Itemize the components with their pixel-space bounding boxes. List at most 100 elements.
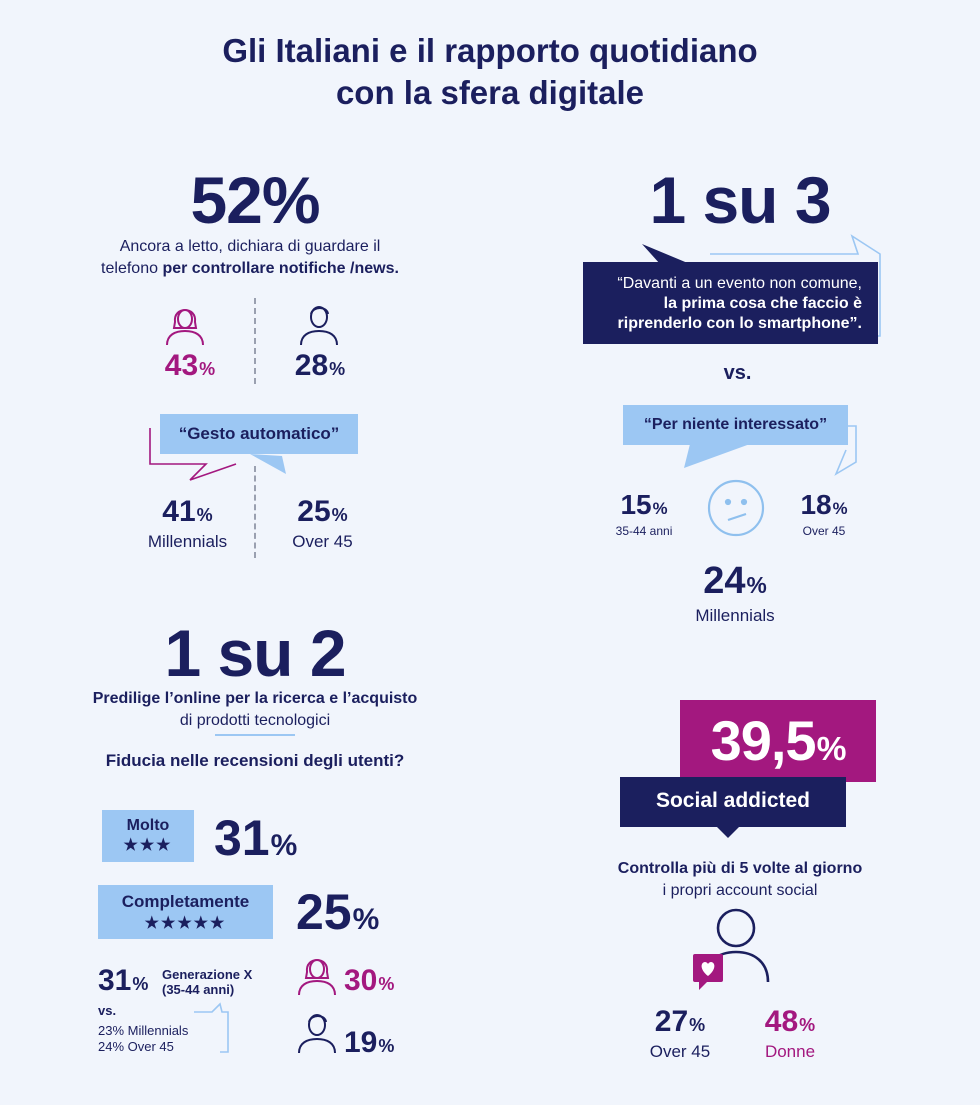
s3-comp-value: 25	[296, 884, 352, 940]
s1-description: Ancora a letto, dichiara di guardare il …	[80, 236, 420, 280]
s3-women-sym: %	[378, 974, 395, 994]
s2-age-35-44: 15% 35-44 anni	[608, 489, 680, 539]
page-title: Gli Italiani e il rapporto quotidiano co…	[0, 30, 980, 114]
s3-genx-value: 31	[98, 964, 132, 997]
s3-comp-box: Completamente ★★★★★	[98, 885, 273, 939]
s1-over-sym: %	[331, 505, 348, 525]
s2-millennials: 24% Millennials	[680, 560, 790, 626]
s3-molto-stars: ★★★	[123, 837, 173, 854]
s3-genx-line2: (35-44 anni)	[162, 982, 235, 997]
s1-men-value: 28	[294, 349, 329, 382]
s3-question: Fiducia nelle recensioni degli utenti?	[105, 751, 405, 770]
s3-rule	[215, 734, 295, 736]
s3-molto-sym: %	[270, 829, 298, 862]
s3-vs: vs.	[98, 1003, 117, 1018]
s3-women-value: 30	[344, 964, 378, 997]
s2-b-value: 18	[800, 489, 832, 520]
s1-men-sym: %	[329, 359, 346, 379]
s2-a-value: 15	[620, 489, 652, 520]
heart-icon	[693, 954, 723, 990]
woman-icon	[163, 300, 207, 346]
s3-men-value: 19	[344, 1026, 378, 1059]
s4-big-box: 39,5%	[680, 700, 876, 782]
s4-over-sym: %	[689, 1015, 706, 1035]
s3-comp-stat: 25%	[296, 884, 379, 948]
s3-molto-box: Molto ★★★	[102, 810, 194, 862]
s3-description: Predilige l’online per la ricerca e l’ac…	[60, 688, 450, 732]
s1-divider-top	[254, 298, 256, 384]
woman-icon-2	[295, 950, 339, 996]
s2-over45: 18% Over 45	[788, 489, 860, 539]
man-icon-2	[295, 1010, 339, 1054]
s1-desc-line2: telefono per controllare notifiche /news…	[80, 258, 420, 280]
s1-mill-sym: %	[196, 505, 213, 525]
s3-genx-label: Generazione X (35-44 anni)	[162, 967, 252, 997]
s4-desc-line2: i propri account social	[662, 882, 818, 899]
s3-comp-stars: ★★★★★	[144, 915, 227, 932]
s3-comp-label: Completamente	[121, 892, 250, 911]
s4-donne-label: Donne	[764, 1042, 816, 1061]
s3-comp-sym: %	[352, 903, 380, 936]
s2-quote-line2: la prima cosa che faccio è	[663, 295, 862, 312]
s3-molto-stat: 31%	[214, 810, 297, 874]
s3-men-stat: 19%	[344, 1026, 394, 1063]
s3-comparison: 23% Millennials 24% Over 45	[98, 1023, 188, 1055]
s4-description: Controlla più di 5 volte al giorno i pro…	[590, 858, 890, 902]
s1-desc-bold: per controllare notifiche /news.	[162, 260, 399, 277]
s3-over: 24% Over 45	[98, 1039, 174, 1054]
s1-over-value: 25	[297, 495, 331, 528]
s1-over-label: Over 45	[292, 532, 353, 551]
s2-quote-line3: riprenderlo con lo smartphone”.	[617, 315, 862, 332]
s3-bracket	[194, 1002, 229, 1053]
s1-headline: 52%	[190, 163, 320, 237]
s2-c-label: Millennials	[695, 606, 775, 625]
s2-b-sym: %	[832, 499, 848, 518]
s3-headline: 1 su 2	[164, 616, 346, 690]
s1-mill-value: 41	[162, 495, 196, 528]
s4-label-box: Social addicted	[620, 777, 846, 827]
s2-b-label: Over 45	[802, 524, 846, 538]
s4-over45: 27% Over 45	[630, 1006, 730, 1063]
s4-big-value: 39,5	[710, 709, 817, 772]
s1-bubble: “Gesto automatico”	[160, 414, 358, 454]
s1-men-stat: 28%	[280, 348, 360, 387]
man-icon	[297, 302, 341, 346]
s3-genx-line1: Generazione X	[162, 967, 253, 982]
s4-donne-value: 48	[764, 1005, 799, 1038]
s2-quote-tail	[642, 234, 881, 337]
s1-mill-label: Millennials	[147, 532, 228, 551]
s2-bubble-outline	[684, 425, 857, 476]
s1-women-stat: 43%	[150, 348, 230, 387]
s4-big-sym: %	[816, 731, 847, 768]
s4-big-stat: 39,5%	[680, 700, 876, 791]
s2-headline: 1 su 3	[649, 163, 831, 237]
s3-molto-label: Molto	[126, 817, 170, 834]
s1-over45: 25% Over 45	[270, 496, 375, 553]
s2-c-sym: %	[746, 572, 767, 598]
s1-divider-bottom	[254, 466, 256, 558]
s4-desc-line1: Controlla più di 5 volte al giorno	[617, 860, 863, 877]
title-line-2: con la sfera digitale	[335, 74, 645, 111]
s3-mill: 23% Millennials	[98, 1023, 189, 1038]
s2-quote-line1: “Davanti a un evento non comune,	[617, 275, 862, 292]
s2-a-sym: %	[652, 499, 668, 518]
s4-label-pointer	[716, 826, 740, 838]
s3-genx-sym: %	[132, 974, 149, 994]
s2-vs: vs.	[723, 362, 752, 384]
s4-over-value: 27	[654, 1005, 689, 1038]
s3-men-sym: %	[378, 1036, 395, 1056]
s1-desc-line1: Ancora a letto, dichiara di guardare il	[119, 238, 381, 255]
s2-c-value: 24	[703, 560, 746, 602]
s4-donne-sym: %	[799, 1015, 816, 1035]
s3-women-stat: 30%	[344, 964, 394, 1001]
s3-desc-line2: di prodotti tecnologici	[179, 712, 331, 729]
s1-women-value: 43	[164, 349, 199, 382]
s3-molto-value: 31	[214, 810, 270, 866]
title-line-1: Gli Italiani e il rapporto quotidiano	[222, 32, 758, 69]
s1-bubble-outline	[149, 428, 286, 481]
s4-donne: 48% Donne	[745, 1006, 835, 1063]
neutral-face-icon	[706, 478, 766, 538]
s1-millennials: 41% Millennials	[130, 496, 245, 553]
s1-desc-plain: telefono	[101, 260, 163, 277]
s4-over-label: Over 45	[649, 1042, 711, 1061]
